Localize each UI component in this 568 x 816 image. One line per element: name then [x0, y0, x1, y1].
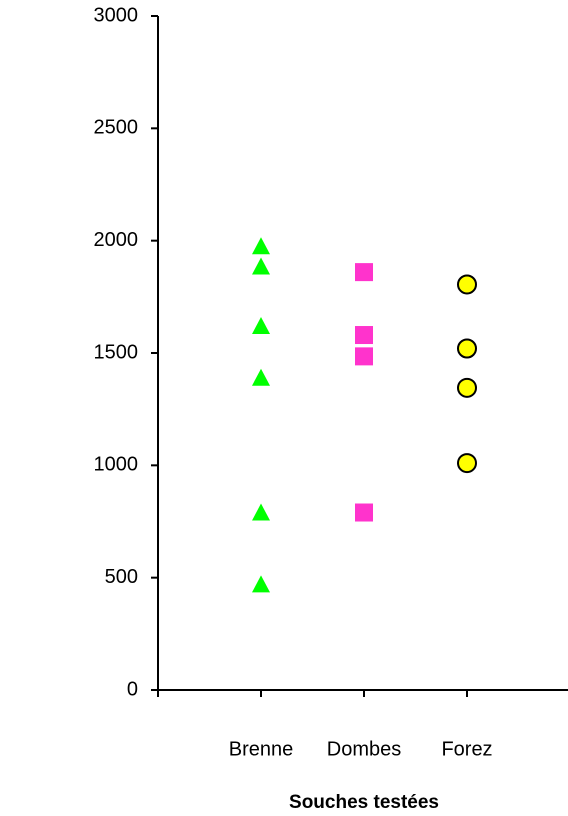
- point: [252, 317, 270, 335]
- x-tick-label: Dombes: [327, 738, 401, 760]
- y-tick-label: 1000: [94, 454, 139, 476]
- point: [252, 257, 270, 275]
- y-tick-label: 500: [105, 566, 138, 588]
- point: [252, 575, 270, 593]
- point: [355, 263, 373, 282]
- point: [355, 503, 373, 522]
- point: [457, 338, 477, 359]
- point: [457, 377, 477, 398]
- point: [252, 503, 270, 521]
- x-axis-title: Souches testées: [289, 792, 439, 813]
- point: [457, 453, 477, 474]
- y-tick-label: 2500: [94, 117, 139, 139]
- point: [355, 326, 373, 345]
- point: [252, 368, 270, 386]
- point: [252, 237, 270, 255]
- x-tick-label: Brenne: [229, 738, 294, 760]
- y-tick-label: 1500: [94, 341, 139, 363]
- y-tick-label: 3000: [94, 4, 139, 26]
- point: [457, 274, 477, 295]
- y-tick-label: 2000: [94, 229, 139, 251]
- x-tick-label: Forez: [441, 738, 492, 760]
- point: [355, 347, 373, 366]
- y-tick-label: 0: [127, 678, 138, 700]
